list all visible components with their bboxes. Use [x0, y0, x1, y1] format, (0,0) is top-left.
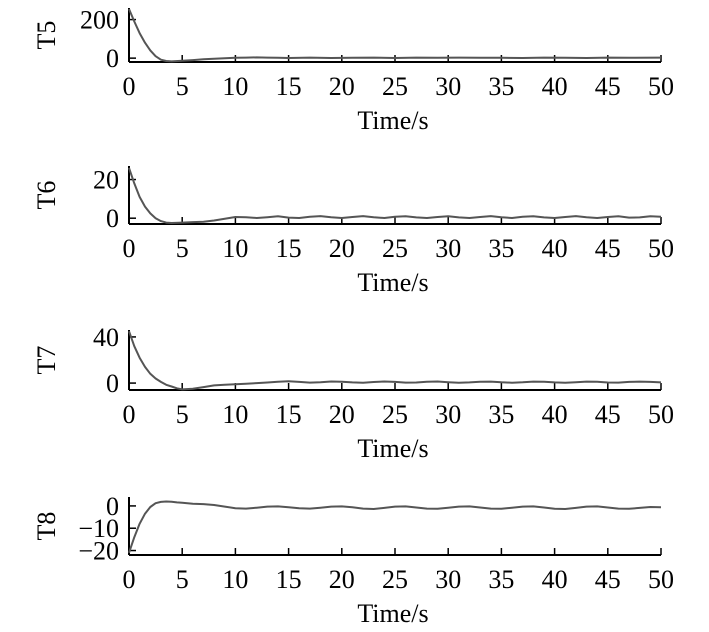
- x-tick-label: 25: [382, 400, 408, 429]
- x-tick-label: 25: [382, 565, 408, 594]
- x-tick-label: 30: [435, 72, 461, 101]
- x-tick-label: 0: [123, 234, 136, 263]
- y-axis-label: T6: [32, 181, 61, 210]
- y-axis-label: T7: [32, 346, 61, 375]
- x-tick-label: 15: [276, 234, 302, 263]
- series-line-1: [128, 167, 662, 224]
- series-line-1: [128, 500, 662, 554]
- y-tick-label: 0: [106, 204, 119, 233]
- x-axis-label: Time/s: [357, 434, 428, 463]
- x-tick-label: 45: [595, 72, 621, 101]
- x-tick-label: 45: [595, 565, 621, 594]
- x-tick-label: 5: [176, 400, 189, 429]
- x-tick-label: 35: [488, 565, 514, 594]
- x-tick-label: 50: [648, 565, 674, 594]
- y-tick-label: 20: [93, 166, 119, 195]
- series-line-1: [128, 8, 662, 63]
- y-tick-label: 0: [106, 369, 119, 398]
- x-axis-label: Time/s: [357, 599, 428, 628]
- x-tick-label: 20: [329, 72, 355, 101]
- x-tick-label: 25: [382, 72, 408, 101]
- x-tick-label: 10: [222, 565, 248, 594]
- x-tick-label: 40: [542, 400, 568, 429]
- x-tick-label: 30: [435, 565, 461, 594]
- x-tick-label: 30: [435, 234, 461, 263]
- x-tick-label: 40: [542, 234, 568, 263]
- subplot-2: 0 5 10 15 20 25 30 35 40 45 50 0 20 T6 Time/s: [32, 166, 674, 297]
- x-axis-label: Time/s: [357, 106, 428, 135]
- x-tick-label: 20: [329, 565, 355, 594]
- x-tick-label: 40: [542, 72, 568, 101]
- x-tick-label: 45: [595, 234, 621, 263]
- x-tick-label: 5: [176, 234, 189, 263]
- x-tick-label: 35: [488, 234, 514, 263]
- x-tick-label: 35: [488, 72, 514, 101]
- subplot-4: 0 5 10 15 20 25 30 35 40 45 50 0−10−20 T8 Time/s: [32, 492, 674, 628]
- x-tick-label: 30: [435, 400, 461, 429]
- x-tick-label: 10: [222, 400, 248, 429]
- x-tick-label: 10: [222, 72, 248, 101]
- x-tick-label: 15: [276, 400, 302, 429]
- x-tick-label: 15: [276, 72, 302, 101]
- x-tick-label: 0: [123, 72, 136, 101]
- x-tick-label: 35: [488, 400, 514, 429]
- y-tick-label: 40: [93, 323, 119, 352]
- x-tick-label: 5: [176, 565, 189, 594]
- series-line-1: [128, 330, 662, 391]
- x-tick-label: 50: [648, 400, 674, 429]
- x-axis-label: Time/s: [357, 268, 428, 297]
- y-axis-label: T8: [32, 512, 61, 541]
- x-tick-label: 15: [276, 565, 302, 594]
- y-tick-label: −20: [78, 537, 119, 566]
- subplot-3: 0 5 10 15 20 25 30 35 40 45 50 0 40 T7 Time/s: [32, 323, 674, 463]
- x-tick-label: 20: [329, 400, 355, 429]
- x-tick-label: 25: [382, 234, 408, 263]
- x-tick-label: 5: [176, 72, 189, 101]
- x-tick-label: 50: [648, 234, 674, 263]
- x-tick-label: 0: [123, 565, 136, 594]
- y-tick-label: 200: [80, 6, 119, 35]
- y-axis-label: T5: [32, 21, 61, 50]
- y-tick-label: 0: [106, 44, 119, 73]
- x-tick-label: 10: [222, 234, 248, 263]
- x-tick-label: 45: [595, 400, 621, 429]
- y-tick-label: −10: [78, 514, 119, 543]
- x-tick-label: 0: [123, 400, 136, 429]
- y-tick-label: 0: [106, 492, 119, 521]
- x-tick-label: 40: [542, 565, 568, 594]
- x-tick-label: 20: [329, 234, 355, 263]
- x-tick-label: 50: [648, 72, 674, 101]
- subplot-1: 0 5 10 15 20 25 30 35 40 45 50 0 200 T5 Time/s: [32, 6, 674, 135]
